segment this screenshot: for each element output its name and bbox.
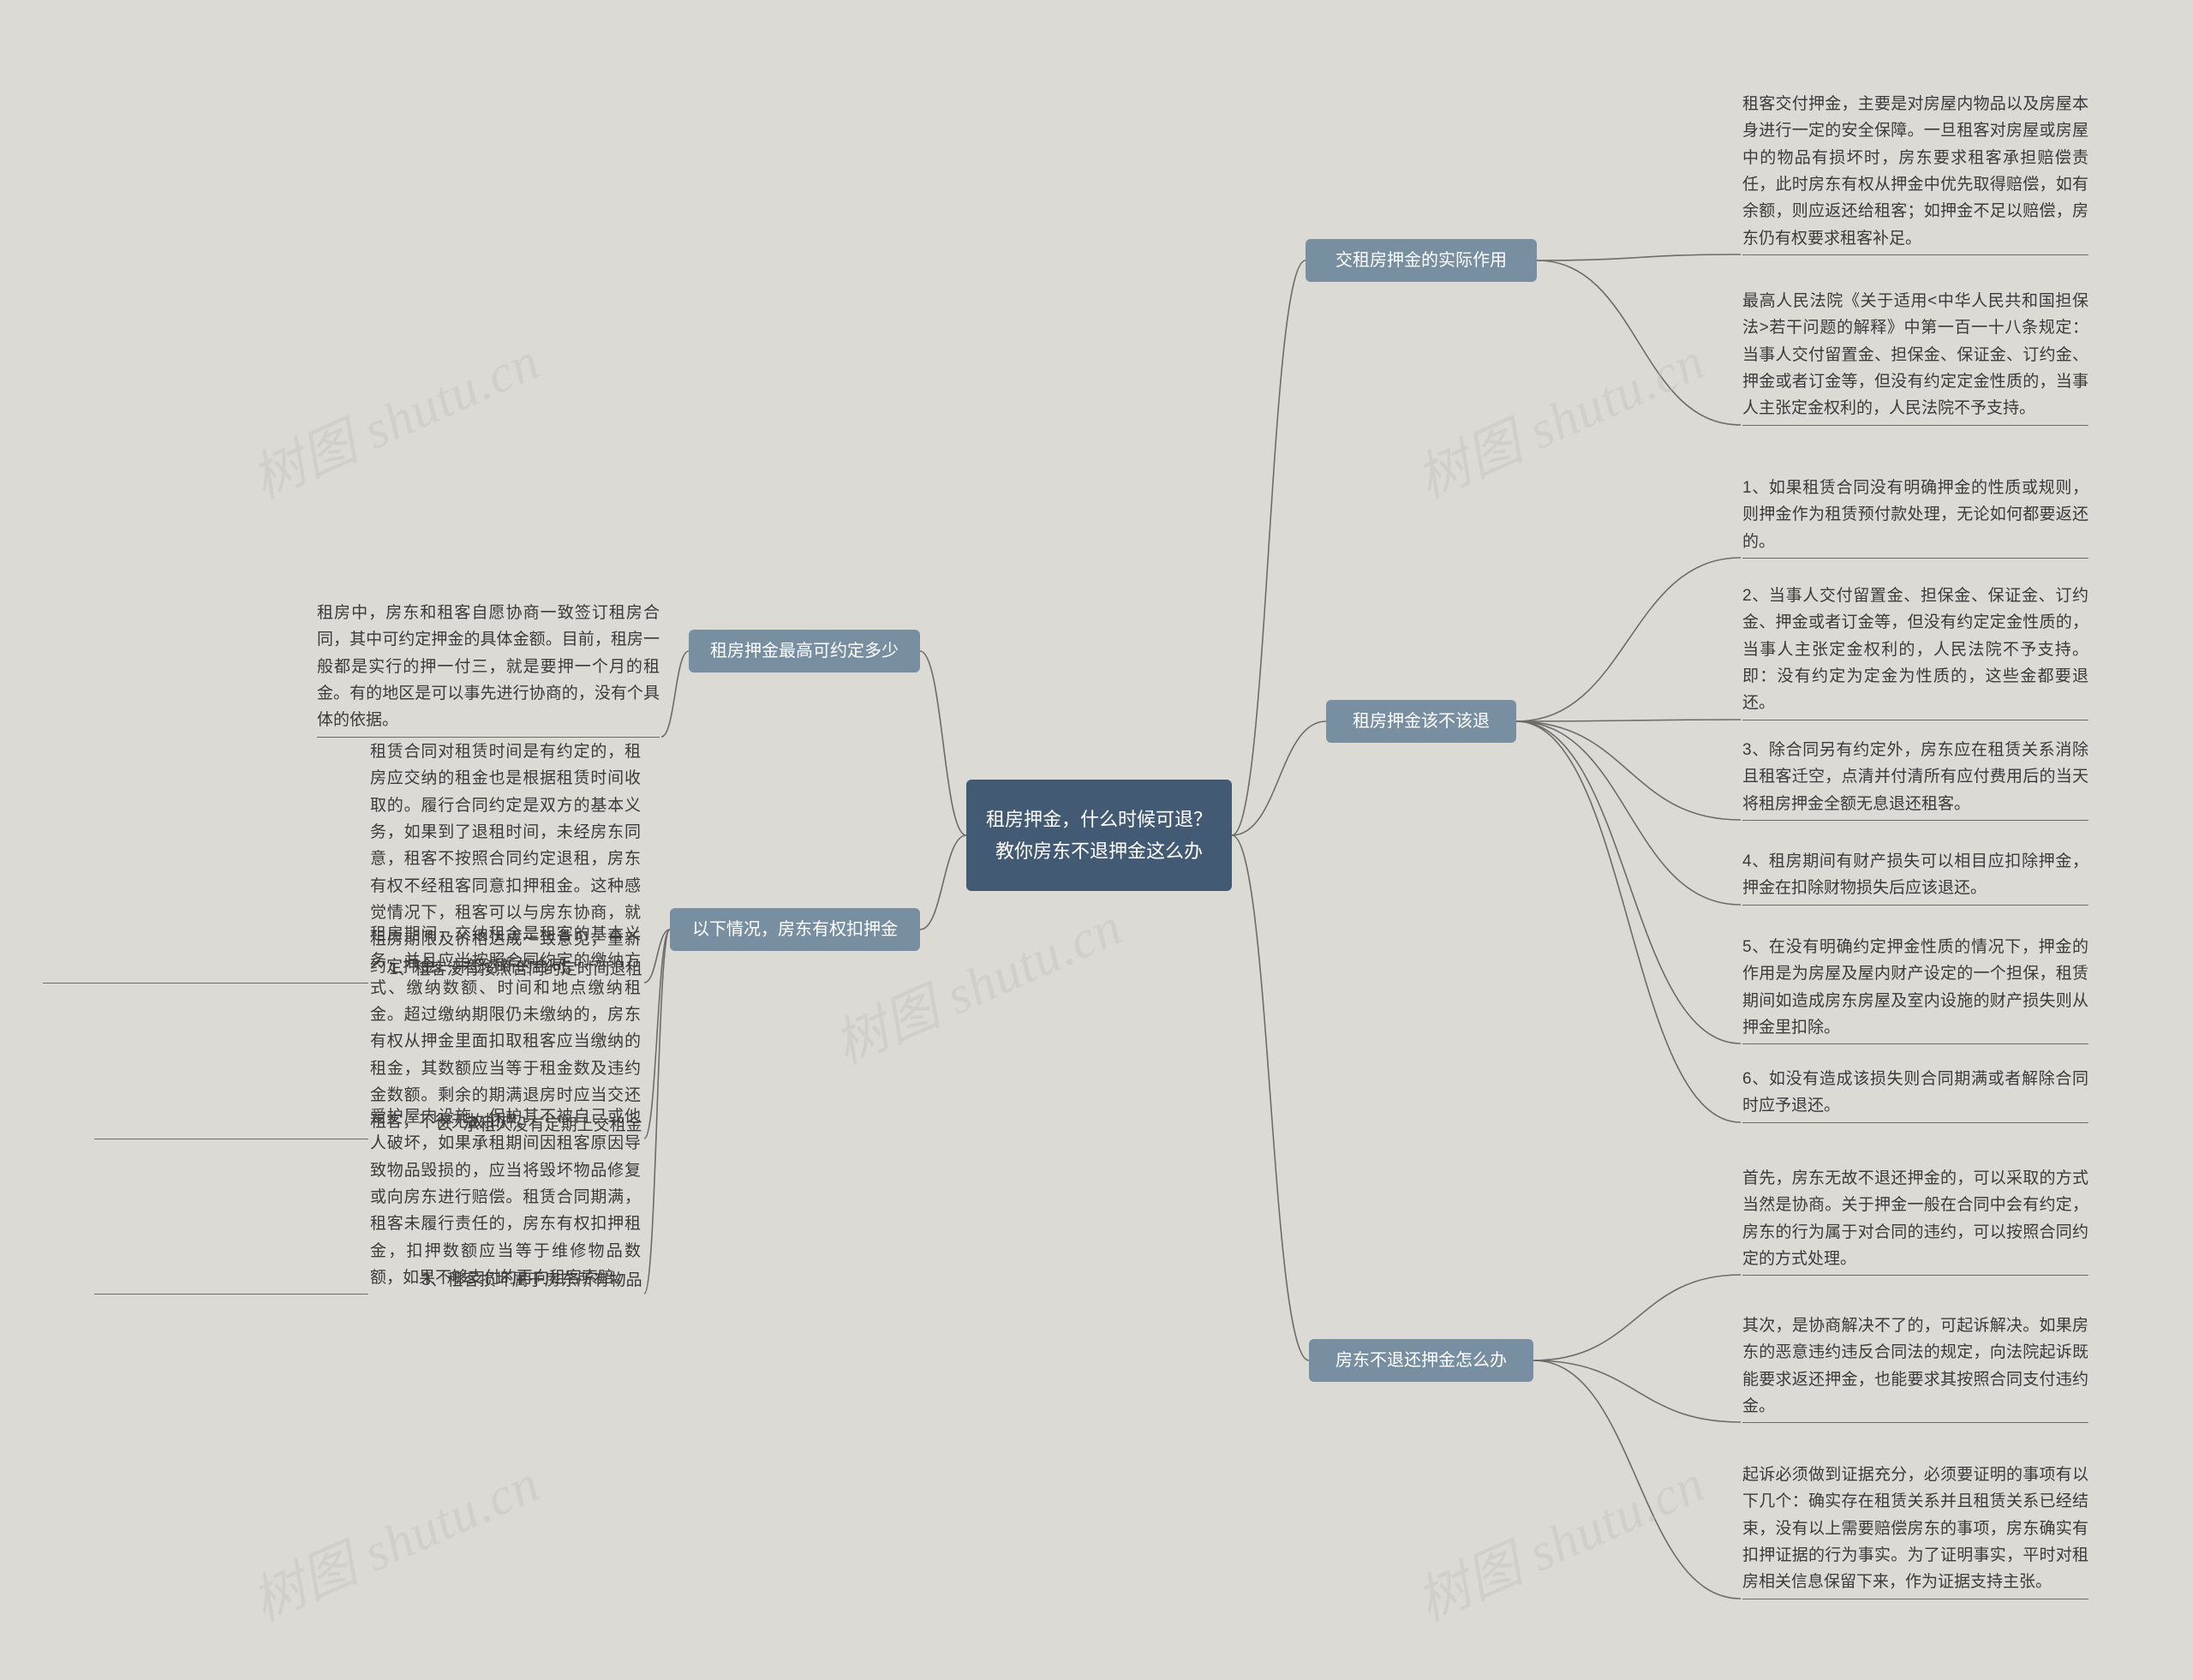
leaf-node[interactable]: 租客交付押金，主要是对房屋内物品以及房屋本身进行一定的安全保障。一旦租客对房屋或… <box>1742 91 2088 252</box>
leaf-underline <box>1742 1422 2088 1423</box>
leaf-label: 3、租客损坏属于房东所有物品 <box>421 1267 642 1294</box>
mindmap-canvas: 树图 shutu.cn 树图 shutu.cn 树图 shutu.cn 树图 shut… <box>0 0 2193 1680</box>
branch-node[interactable]: 交租房押金的实际作用 <box>1306 239 1537 282</box>
leaf-node[interactable]: 租房中，房东和租客自愿协商一致签订租房合同，其中可约定押金的具体金额。目前，租房… <box>317 600 660 734</box>
leaf-node[interactable]: 3、除合同另有约定外，房东应在租赁关系消除且租客迁空，点清并付清所有应付费用后的… <box>1742 737 2088 817</box>
root-node[interactable]: 租房押金，什么时候可退？教你房东不退押金这么办 <box>966 780 1232 891</box>
branch-node[interactable]: 以下情况，房东有权扣押金 <box>670 908 920 951</box>
branch-node[interactable]: 租房押金该不该退 <box>1326 700 1516 743</box>
leaf-node[interactable]: 最高人民法院《关于适用<中华人民共和国担保法>若干问题的解释》中第一百一十八条规… <box>1742 288 2088 422</box>
leaf-underline <box>1742 820 2088 821</box>
leaf-node[interactable]: 起诉必须做到证据充分，必须要证明的事项有以下几个：确实存在租赁关系并且租赁关系已… <box>1742 1462 2088 1596</box>
leaf-node[interactable]: 1、如果租赁合同没有明确押金的性质或规则，则押金作为租赁预付款处理，无论如何都要… <box>1742 475 2088 555</box>
leaf-underline <box>1742 558 2088 559</box>
leaf-node[interactable]: 首先，房东无故不退还押金的，可以采取的方式当然是协商。关于押金一般在合同中会有约… <box>1742 1165 2088 1272</box>
watermark: 树图 shutu.cn <box>1402 1440 1714 1635</box>
branch-node[interactable]: 租房押金最高可约定多少 <box>689 630 920 673</box>
leaf-underline <box>1742 425 2088 426</box>
leaf-underline <box>317 737 660 738</box>
leaf-node[interactable]: 其次，是协商解决不了的，可起诉解决。如果房东的恶意违约违反合同法的规定，向法院起… <box>1742 1312 2088 1420</box>
watermark: 树图 shutu.cn <box>1402 318 1714 513</box>
leaf-underline <box>1742 1043 2088 1044</box>
leaf-underline <box>1742 1275 2088 1276</box>
leaf-node[interactable]: 4、租房期间有财产损失可以相目应扣除押金，押金在扣除财物损失后应该退还。 <box>1742 848 2088 902</box>
watermark: 树图 shutu.cn <box>237 1440 549 1635</box>
leaf-node[interactable]: 爱护屋内设施，保护其不被自己或他人破坏，如果承租期间因租客原因导致物品毁损的，应… <box>370 1103 641 1291</box>
watermark: 树图 shutu.cn <box>237 318 549 513</box>
leaf-node[interactable]: 2、当事人交付留置金、担保金、保证金、订约金、押金或者订金等，但没有约定定金性质… <box>1742 583 2088 717</box>
leaf-node[interactable]: 6、如没有造成该损失则合同期满或者解除合同时应予退还。 <box>1742 1066 2088 1120</box>
leaf-underline <box>1742 905 2088 906</box>
leaf-underline <box>1742 1122 2088 1123</box>
leaf-underline <box>1742 254 2088 255</box>
branch-node[interactable]: 房东不退还押金怎么办 <box>1309 1339 1533 1382</box>
leaf-node[interactable]: 5、在没有明确约定押金性质的情况下，押金的作用是为房屋及屋内财产设定的一个担保，… <box>1742 934 2088 1041</box>
